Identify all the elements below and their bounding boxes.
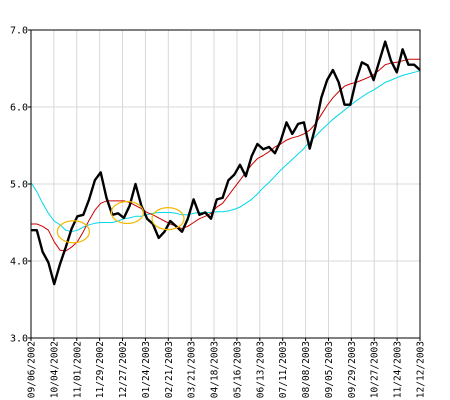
x-tick-label: 09/06/2002 (27, 341, 38, 398)
x-tick-label: 01/24/2003 (141, 341, 152, 398)
x-tick-label: 12/12/2003 (416, 341, 427, 398)
x-tick-label: 11/29/2002 (95, 341, 106, 398)
crossover-marker (56, 220, 90, 244)
x-tick-label: 08/08/2003 (301, 341, 312, 398)
x-tick-label: 09/29/2003 (347, 341, 358, 398)
y-axis-tick-labels: 3.0 4.0 5.0 6.0 7.0 (10, 26, 31, 345)
x-tick-label: 10/04/2002 (49, 341, 60, 398)
x-tick-label: 09/05/2003 (324, 341, 335, 398)
crossover-marker (110, 200, 144, 225)
x-tick-label: 04/18/2003 (210, 341, 221, 398)
series-line-ma-long (30, 70, 421, 233)
x-axis-tick-labels: 09/06/2002 10/04/2002 11/01/2002 11/29/2002… (27, 338, 427, 398)
crossover-marker (151, 207, 185, 231)
x-tick-label: 02/21/2003 (164, 341, 175, 398)
series-line-price (31, 40, 421, 286)
x-tick-label: 11/24/2003 (393, 341, 404, 398)
series-line-ma-short (31, 58, 420, 252)
x-tick-label: 06/13/2003 (255, 341, 266, 398)
x-tick-label: 03/21/2003 (187, 341, 198, 398)
y-tick-label: 4.0 (10, 257, 28, 268)
crossover-markers (56, 200, 185, 244)
x-tick-label: 05/16/2003 (232, 341, 243, 398)
y-tick-label: 6.0 (10, 103, 28, 114)
y-tick-label: 3.0 (10, 334, 28, 345)
x-tick-label: 11/01/2002 (72, 341, 83, 398)
series-group (30, 40, 421, 286)
y-tick-label: 7.0 (10, 26, 28, 37)
grid (30, 29, 421, 339)
x-tick-label: 10/27/2003 (370, 341, 381, 398)
x-tick-label: 12/27/2002 (118, 341, 129, 398)
x-tick-label: 07/11/2003 (278, 341, 289, 398)
y-tick-label: 5.0 (10, 180, 28, 191)
